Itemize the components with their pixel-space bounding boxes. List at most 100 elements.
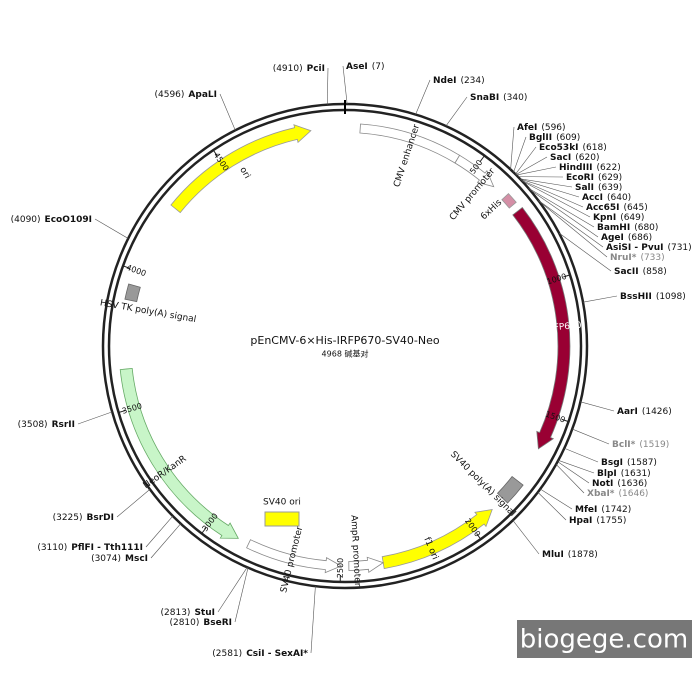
site-label: (4910) [273, 64, 303, 74]
site-label: (2813) StuI [161, 608, 215, 618]
site-label: NruI* (733) [610, 253, 665, 263]
site-label: (1742) [601, 505, 631, 515]
site-name: AsiSI - PvuI [606, 243, 663, 253]
site-label: AsiSI - PvuI (731) [606, 243, 692, 253]
site-label: (622) [597, 163, 621, 173]
site-name: HindIII [559, 163, 593, 173]
site-label: (3074) MscI [91, 554, 148, 564]
site-line [326, 67, 329, 105]
site-name: ApaLI [188, 90, 217, 100]
site-line [528, 187, 595, 228]
site-label: (649) [620, 213, 644, 223]
site-name: NdeI [433, 76, 456, 86]
site-name: EcoO109I [45, 215, 92, 225]
scale-tick [479, 155, 485, 162]
site-label: (1631) [621, 469, 651, 479]
scale-tick [476, 533, 482, 540]
site-name: PflFI - Tth111I [71, 543, 143, 553]
site-label: EcoRI (629) [566, 173, 622, 183]
site-label: BsgI (1587) [601, 458, 657, 468]
site-line [580, 401, 615, 412]
site-name: AarI [617, 407, 638, 417]
site-label: (4090) [11, 215, 41, 225]
site-label: (618) [583, 143, 607, 153]
site-label: (1878) [568, 550, 598, 560]
site-name: MluI [542, 550, 564, 560]
site-name: Eco53kI [539, 143, 579, 153]
site-name: AccI [582, 193, 603, 203]
site-label: (4910) PciI [273, 64, 325, 74]
feature [496, 475, 524, 504]
site-label: BamHI (680) [597, 223, 658, 233]
site-line [515, 146, 537, 175]
site-line [77, 411, 113, 425]
site-line [116, 489, 151, 518]
site-label: (596) [541, 123, 565, 133]
site-label: (640) [607, 193, 631, 203]
site-line [515, 156, 548, 175]
site-label: (3508) RsrII [18, 420, 75, 430]
feature [348, 556, 385, 574]
site-label: (858) [643, 267, 667, 277]
site-line [310, 586, 316, 654]
site-name: NruI* [610, 253, 637, 263]
site-name: BglII [529, 133, 552, 143]
site-name: BssHII [620, 292, 652, 302]
site-line [537, 492, 567, 521]
site-label: (2810) [169, 618, 199, 628]
site-line [510, 126, 515, 170]
scale-tick [212, 149, 218, 157]
site-label: (639) [598, 183, 622, 193]
site-name: MscI [125, 554, 148, 564]
site-line [555, 464, 585, 494]
site-label: AarI (1426) [617, 407, 672, 417]
plasmid-size: 4968 碱基对 [322, 349, 369, 359]
feature [454, 154, 495, 188]
site-label: AgeI (686) [601, 233, 652, 243]
site-line [512, 520, 540, 555]
site-name: BamHI [597, 223, 630, 233]
site-label: (7) [372, 62, 385, 72]
site-line [415, 79, 431, 115]
site-label: (4090) EcoO109I [11, 215, 92, 225]
site-label: XbaI* (1646) [587, 489, 648, 499]
site-label: Eco53kI (618) [539, 143, 607, 153]
site-line [582, 295, 618, 303]
site-label: BssHII (1098) [620, 292, 686, 302]
site-label: NdeI (234) [433, 76, 485, 86]
site-line [572, 428, 610, 445]
feature [264, 511, 300, 527]
site-label: AccI (640) [582, 193, 631, 203]
site-label: (2810) BseRI [169, 618, 232, 628]
site-label: (609) [556, 133, 580, 143]
site-label: AseI (7) [346, 62, 385, 72]
site-name: SalI [575, 183, 594, 193]
site-label: BclI* (1519) [612, 440, 669, 450]
site-label: BlpI (1631) [597, 469, 651, 479]
site-label: (645) [624, 203, 648, 213]
feature [124, 283, 141, 303]
site-label: KpnI (649) [593, 213, 644, 223]
site-label: (4596) [154, 90, 184, 100]
site-name: SnaBI [470, 93, 499, 103]
scale-tick [201, 527, 207, 534]
site-label: (4596) ApaLI [154, 90, 217, 100]
site-label: HindIII (622) [559, 163, 621, 173]
scale-tick [561, 418, 569, 423]
site-line [520, 178, 580, 198]
site-name: AseI [346, 62, 368, 72]
site-label: (686) [628, 233, 652, 243]
site-label: MluI (1878) [542, 550, 598, 560]
site-label: (733) [640, 253, 664, 263]
site-label: (1426) [642, 407, 672, 417]
site-label: SnaBI (340) [470, 93, 527, 103]
site-label: (3508) [18, 420, 48, 430]
site-label: BglII (609) [529, 133, 580, 143]
site-line [145, 515, 174, 548]
site-label: (2813) [161, 608, 191, 618]
site-line [538, 200, 608, 258]
site-name: AgeI [601, 233, 624, 243]
site-label: (2581) CsiI - SexAI* [212, 649, 308, 659]
site-name: BsgI [601, 458, 623, 468]
